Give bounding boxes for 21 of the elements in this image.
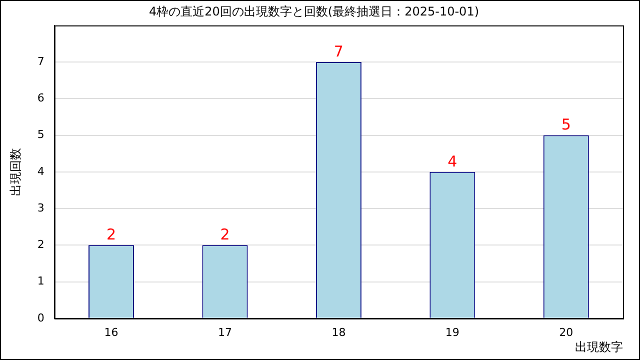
y-tick-label: 5 — [37, 128, 44, 142]
y-tick-label: 7 — [37, 54, 44, 68]
x-tick-label: 19 — [445, 326, 460, 339]
y-axis-title: 出現回数 — [8, 148, 22, 196]
x-tick-label: 16 — [104, 326, 118, 339]
x-tick-label: 18 — [332, 326, 346, 339]
y-tick-label: 2 — [37, 238, 44, 252]
x-tick-label: 17 — [218, 326, 232, 339]
y-tick-label: 6 — [37, 92, 44, 105]
x-axis-title: 出現数字 — [575, 340, 623, 354]
data-label: 2 — [220, 226, 230, 244]
data-label: 4 — [448, 152, 458, 170]
y-tick-label: 1 — [37, 274, 44, 288]
y-tick-label: 0 — [37, 311, 44, 324]
data-label: 7 — [334, 42, 344, 60]
data-label: 2 — [106, 226, 116, 244]
y-tick-label: 3 — [37, 201, 44, 214]
data-label: 5 — [561, 116, 571, 134]
x-tick-label: 20 — [559, 326, 574, 339]
y-tick-label: 4 — [37, 164, 44, 178]
chart-title: 4枠の直近20回の出現数字と回数(最終抽選日：2025-10-01) — [148, 4, 480, 18]
